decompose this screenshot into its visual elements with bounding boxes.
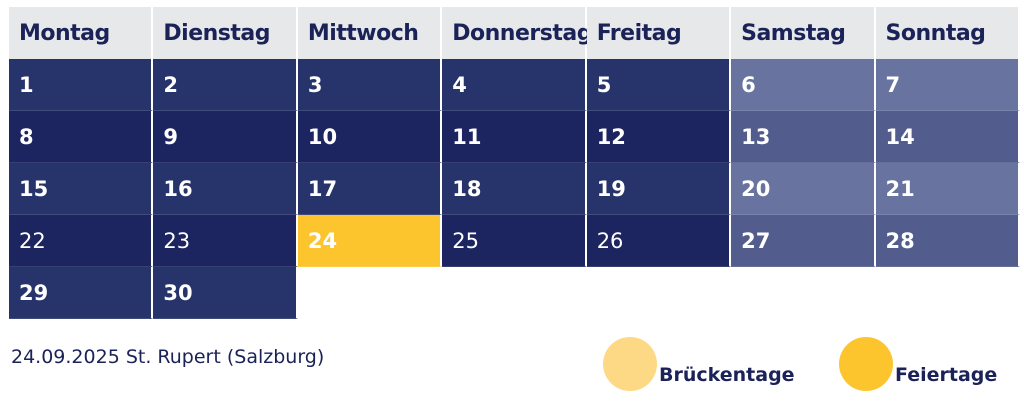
day-cell-9[interactable]: 9 (153, 111, 298, 163)
empty-cell (297, 267, 443, 319)
holiday-dot-icon (839, 337, 893, 391)
legend-holidays-label: Feiertage (895, 364, 998, 386)
day-cell-14[interactable]: 14 (875, 111, 1020, 163)
legend-bridge-days: Brückentage (603, 337, 795, 391)
day-cell-20[interactable]: 20 (731, 163, 876, 215)
day-cell-1[interactable]: 1 (9, 59, 154, 111)
day-cell-7[interactable]: 7 (875, 59, 1020, 111)
weekday-header-tuesday: Dienstag (153, 7, 298, 59)
day-cell-27[interactable]: 27 (731, 215, 876, 267)
day-cell-28[interactable]: 28 (875, 215, 1020, 267)
day-cell-8[interactable]: 8 (9, 111, 154, 163)
weekday-header-friday: Freitag (586, 7, 732, 59)
day-cell-11[interactable]: 11 (442, 111, 587, 163)
day-cell-30[interactable]: 30 (153, 267, 298, 319)
day-cell-19[interactable]: 19 (586, 163, 732, 215)
holiday-note: 24.09.2025 St. Rupert (Salzburg) (11, 346, 325, 368)
empty-cell (442, 267, 587, 319)
day-cell-17[interactable]: 17 (297, 163, 443, 215)
day-cell-15[interactable]: 15 (9, 163, 154, 215)
weekday-header-wednesday: Mittwoch (297, 7, 443, 59)
day-cell-25[interactable]: 25 (442, 215, 587, 267)
day-cell-12[interactable]: 12 (586, 111, 732, 163)
weekday-header-monday: Montag (9, 7, 154, 59)
day-cell-23[interactable]: 23 (153, 215, 298, 267)
day-cell-2[interactable]: 2 (153, 59, 298, 111)
empty-cell (875, 267, 1020, 319)
day-cell-26[interactable]: 26 (586, 215, 732, 267)
day-cell-5[interactable]: 5 (586, 59, 732, 111)
day-cell-6[interactable]: 6 (731, 59, 876, 111)
weekday-header-saturday: Samstag (731, 7, 876, 59)
day-cell-4[interactable]: 4 (442, 59, 587, 111)
day-cell-18[interactable]: 18 (442, 163, 587, 215)
day-cell-29[interactable]: 29 (9, 267, 154, 319)
legend-bridge-days-label: Brückentage (659, 364, 795, 386)
bridge-day-dot-icon (603, 337, 657, 391)
weekday-header-sunday: Sonntag (875, 7, 1020, 59)
empty-cell (731, 267, 876, 319)
day-cell-10[interactable]: 10 (297, 111, 443, 163)
day-cell-21[interactable]: 21 (875, 163, 1020, 215)
legend-holidays: Feiertage (839, 337, 997, 391)
empty-cell (586, 267, 732, 319)
day-cell-13[interactable]: 13 (731, 111, 876, 163)
day-cell-16[interactable]: 16 (153, 163, 298, 215)
day-cell-3[interactable]: 3 (297, 59, 443, 111)
day-cell-24-holiday[interactable]: 24 (297, 215, 443, 267)
day-cell-22[interactable]: 22 (9, 215, 154, 267)
weekday-header-thursday: Donnerstag (442, 7, 592, 59)
calendar-grid: Montag Dienstag Mittwoch Donnerstag Frei… (9, 7, 1020, 319)
